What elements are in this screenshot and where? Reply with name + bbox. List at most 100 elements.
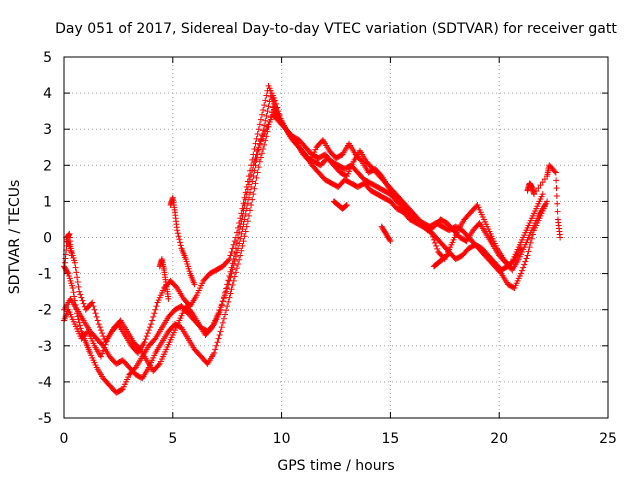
data-point	[227, 274, 234, 281]
data-point	[256, 158, 263, 165]
data-point	[257, 116, 264, 123]
data-point	[430, 236, 437, 243]
data-point	[244, 218, 251, 225]
data-point	[217, 328, 224, 335]
data-point	[387, 238, 394, 245]
data-point	[259, 132, 266, 139]
data-point	[69, 285, 76, 292]
data-point	[253, 135, 260, 142]
data-point	[264, 108, 271, 115]
series-segment-end-22h	[524, 162, 564, 241]
data-point	[207, 325, 214, 332]
data-point	[244, 200, 251, 207]
data-point	[191, 281, 198, 288]
data-point	[150, 313, 157, 320]
data-point	[531, 191, 538, 198]
y-tick-label: -3	[38, 339, 52, 355]
data-point	[213, 342, 220, 349]
x-tick-label: 25	[599, 431, 617, 447]
data-point	[428, 230, 435, 237]
data-point	[148, 321, 155, 328]
data-point	[254, 131, 261, 138]
data-point	[343, 202, 350, 209]
data-point	[94, 317, 101, 324]
data-point	[235, 245, 242, 252]
data-point	[241, 216, 248, 223]
data-point	[257, 154, 264, 161]
data-point	[224, 303, 231, 310]
data-point	[257, 137, 264, 144]
data-point	[89, 299, 96, 306]
data-point	[214, 339, 221, 346]
series-segment-start-spike	[62, 230, 75, 266]
series-segment-dip-17h	[430, 252, 450, 270]
data-point	[76, 319, 83, 326]
data-point	[254, 169, 261, 176]
data-point	[215, 310, 222, 317]
x-tick-label: 10	[273, 431, 291, 447]
data-point	[188, 309, 195, 316]
y-tick-label: 1	[43, 194, 52, 210]
data-point	[235, 224, 242, 231]
data-point	[79, 297, 86, 304]
data-point	[228, 270, 235, 277]
data-point	[227, 290, 234, 297]
data-point	[217, 304, 224, 311]
data-point	[250, 191, 257, 198]
data-point	[260, 146, 267, 153]
data-point	[260, 106, 267, 113]
data-point	[222, 292, 229, 299]
data-point	[429, 233, 436, 240]
data-point	[358, 157, 365, 164]
y-tick-label: 0	[43, 231, 52, 247]
data-point	[237, 235, 244, 242]
data-point	[146, 324, 153, 331]
data-point	[544, 198, 551, 205]
data-point	[527, 239, 534, 246]
chart-title: Day 051 of 2017, Sidereal Day-to-day VTE…	[55, 21, 617, 37]
data-point	[537, 182, 544, 189]
data-point	[73, 269, 80, 276]
data-point	[268, 109, 275, 116]
data-point	[251, 146, 258, 153]
data-point	[263, 133, 270, 140]
data-point	[226, 256, 233, 263]
data-point	[174, 227, 181, 234]
data-point	[255, 146, 262, 153]
data-point	[211, 350, 218, 357]
data-point	[71, 259, 78, 266]
x-tick-label: 15	[381, 431, 399, 447]
series-segment-spike-5h	[167, 194, 198, 288]
data-point	[212, 346, 219, 353]
data-point	[552, 169, 559, 176]
data-point	[76, 322, 83, 329]
data-point	[141, 339, 148, 346]
data-point	[142, 336, 149, 343]
data-point	[243, 223, 250, 230]
data-point	[95, 321, 102, 328]
data-point	[118, 386, 125, 393]
data-point	[233, 265, 240, 272]
data-point	[215, 335, 222, 342]
data-point	[443, 252, 450, 259]
y-tick-label: -4	[38, 375, 52, 391]
data-point	[68, 252, 75, 259]
data-point	[222, 311, 229, 318]
data-point	[526, 244, 533, 251]
data-point	[224, 285, 231, 292]
data-point	[525, 248, 532, 255]
data-point	[238, 230, 245, 237]
data-point	[255, 126, 262, 133]
plot-frame	[63, 56, 609, 419]
x-tick-label: 5	[168, 431, 177, 447]
data-point	[226, 277, 233, 284]
data-point	[99, 330, 106, 337]
data-point	[263, 112, 270, 119]
y-tick-label: 4	[43, 86, 52, 102]
data-point	[266, 118, 273, 125]
data-point	[97, 327, 104, 334]
data-point	[240, 221, 247, 228]
data-point	[236, 220, 243, 227]
